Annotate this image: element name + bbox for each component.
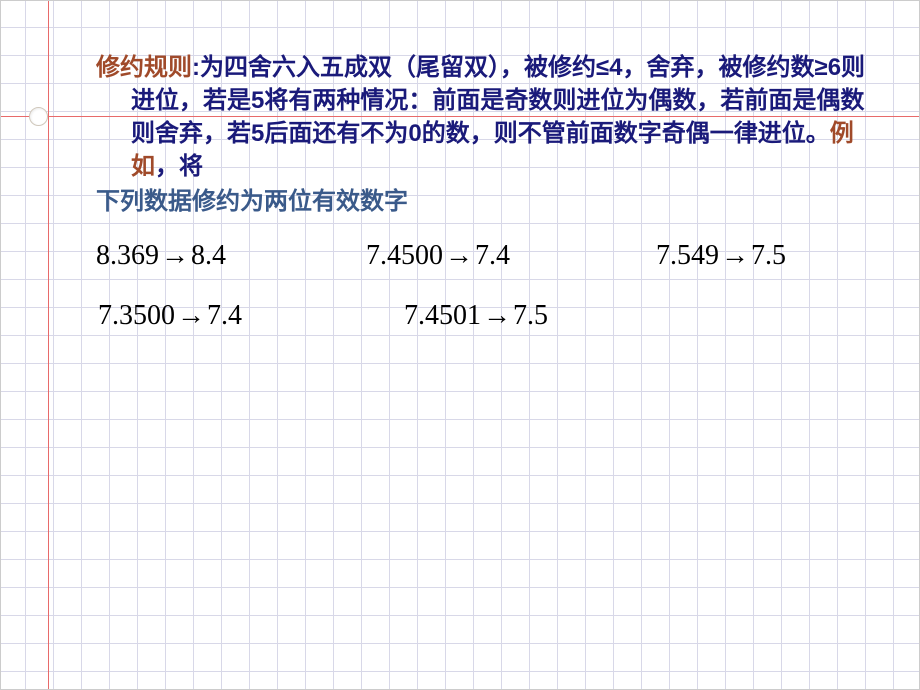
ex1-from: 8.369 [96, 240, 159, 271]
content-area: 修约规则:为四舍六入五成双（尾留双），被修约≤4，舍弃，被修约数≥6则进位，若是… [96, 51, 879, 360]
subtitle: 下列数据修约为两位有效数字 [96, 185, 879, 218]
example-2: 7.4500→7.4 [366, 240, 656, 272]
arrow-icon: → [443, 240, 475, 271]
example-1: 8.369→8.4 [96, 240, 366, 272]
examples-block: 8.369→8.4 7.4500→7.4 7.549→7.5 7.3500→7.… [96, 240, 879, 332]
example-row-1: 8.369→8.4 7.4500→7.4 7.549→7.5 [96, 240, 879, 272]
ex5-from: 7.4501 [404, 300, 481, 331]
arrow-icon: → [159, 240, 191, 271]
ex3-to: 7.5 [751, 240, 786, 271]
binder-hole [29, 107, 48, 126]
rule-tail: 将 [179, 153, 203, 180]
example-5: 7.4501→7.5 [396, 300, 879, 332]
ex2-from: 7.4500 [366, 240, 443, 271]
ex5-to: 7.5 [513, 300, 548, 331]
ex1-to: 8.4 [191, 240, 226, 271]
ex3-from: 7.549 [656, 240, 719, 271]
rounding-rule-paragraph: 修约规则:为四舍六入五成双（尾留双），被修约≤4，舍弃，被修约数≥6则进位，若是… [96, 51, 879, 183]
rule-body: 为四舍六入五成双（尾留双），被修约≤4，舍弃，被修约数≥6则进位，若是5将有两种… [131, 54, 865, 147]
ex4-to: 7.4 [207, 300, 242, 331]
rule-comma: ， [155, 153, 179, 180]
margin-line-vertical [48, 1, 49, 689]
slide: 修约规则:为四舍六入五成双（尾留双），被修约≤4，舍弃，被修约数≥6则进位，若是… [0, 0, 920, 690]
arrow-icon: → [481, 300, 513, 331]
example-3: 7.549→7.5 [656, 240, 879, 272]
rule-colon: : [192, 54, 200, 81]
example-row-2: 7.3500→7.4 7.4501→7.5 [96, 300, 879, 332]
example-4: 7.3500→7.4 [96, 300, 396, 332]
ex4-from: 7.3500 [98, 300, 175, 331]
ex2-to: 7.4 [475, 240, 510, 271]
rule-prefix: 修约规则 [96, 54, 192, 81]
arrow-icon: → [719, 240, 751, 271]
arrow-icon: → [175, 300, 207, 331]
